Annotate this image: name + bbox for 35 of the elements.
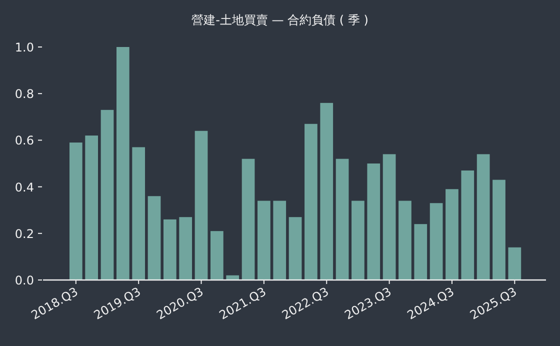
bar <box>492 180 506 280</box>
y-tick-label: 0.8 <box>14 87 34 102</box>
bar <box>100 110 114 280</box>
bar <box>320 102 334 280</box>
bar <box>194 130 208 280</box>
bar <box>414 224 428 280</box>
bar <box>352 200 364 280</box>
bar <box>476 154 490 280</box>
bar <box>69 142 82 280</box>
bar <box>336 158 349 280</box>
bar <box>258 200 270 280</box>
bar <box>398 200 412 280</box>
bar <box>164 219 176 280</box>
chart-title: 營建-土地買賣 — 合約負債 ( 季 ) <box>192 13 368 27</box>
bar <box>430 203 443 280</box>
y-tick-label: 0.2 <box>14 226 34 241</box>
bar <box>508 247 522 280</box>
bar <box>210 231 224 280</box>
bar <box>148 196 161 280</box>
bar <box>132 147 146 280</box>
y-tick-label: 0.6 <box>14 134 34 148</box>
bar <box>179 217 192 280</box>
bar <box>273 200 286 280</box>
bar <box>461 170 474 280</box>
bar <box>446 189 458 280</box>
y-tick-label: 0.4 <box>14 180 34 194</box>
bar <box>288 217 302 280</box>
bar <box>304 124 318 280</box>
bar <box>85 136 98 280</box>
bar <box>116 47 130 280</box>
bar <box>382 154 396 280</box>
y-tick-label: 0.0 <box>14 274 34 288</box>
bar <box>242 158 255 280</box>
bar <box>367 164 380 280</box>
y-tick-label: 1.0 <box>14 40 34 54</box>
